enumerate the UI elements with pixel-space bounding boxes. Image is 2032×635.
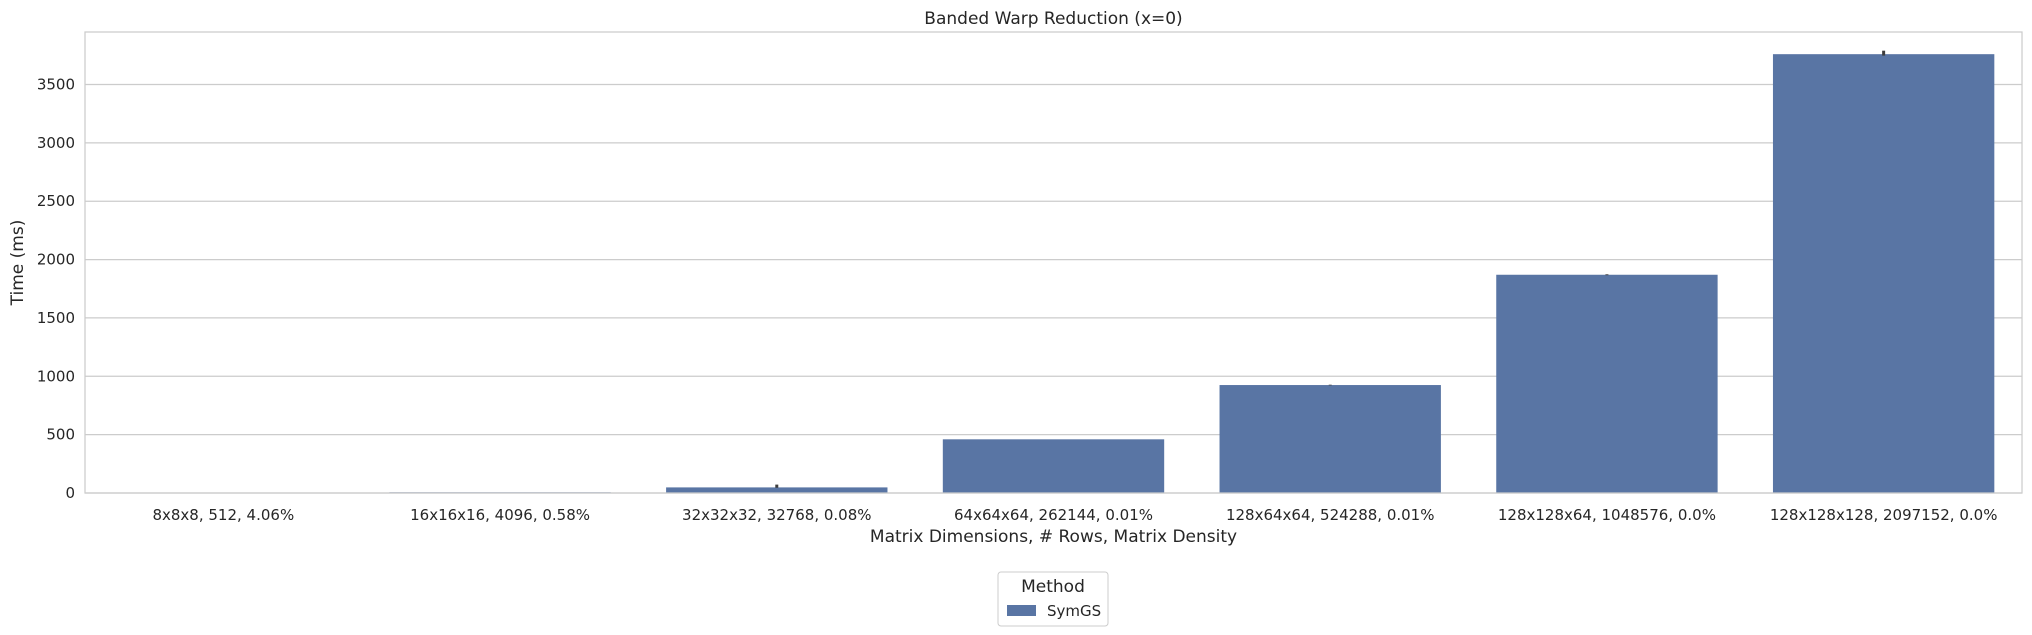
gridlines	[85, 83, 2022, 494]
error-bars	[775, 50, 1886, 488]
bar-5	[1496, 274, 1718, 493]
y-tick-label-3000: 3000	[37, 134, 75, 152]
bar-3	[942, 439, 1165, 493]
x-tick-labels: 8x8x8, 512, 4.06% 16x16x16, 4096, 0.58% 32…	[152, 506, 1997, 524]
legend: Method SymGS	[997, 571, 1109, 627]
y-tick-labels: 0 500 1000 1500 2000 2500 3000 3500	[37, 76, 75, 502]
y-axis-label: Time (ms)	[8, 220, 28, 307]
x-axis-label: Matrix Dimensions, # Rows, Matrix Densit…	[870, 527, 1237, 547]
x-tick-label-4: 128x64x64, 524288, 0.01%	[1226, 506, 1435, 524]
y-tick-label-1500: 1500	[37, 309, 75, 327]
y-tick-label-0: 0	[65, 484, 75, 502]
chart-title: Banded Warp Reduction (x=0)	[924, 9, 1182, 29]
plot-frame	[84, 31, 2023, 494]
y-tick-label-2500: 2500	[37, 192, 75, 210]
bar-4	[1219, 385, 1441, 493]
bar-6	[1772, 54, 1995, 493]
x-tick-label-0: 8x8x8, 512, 4.06%	[152, 506, 294, 524]
x-tick-label-2: 32x32x32, 32768, 0.08%	[682, 506, 871, 524]
y-tick-label-2000: 2000	[37, 251, 75, 269]
y-tick-label-1000: 1000	[37, 367, 75, 385]
x-tick-label-6: 128x128x128, 2097152, 0.0%	[1770, 506, 1998, 524]
bars	[112, 54, 1995, 493]
x-tick-label-3: 64x64x64, 262144, 0.01%	[954, 506, 1153, 524]
legend-label-symgs: SymGS	[1047, 602, 1101, 620]
x-tick-label-5: 128x128x64, 1048576, 0.0%	[1498, 506, 1716, 524]
legend-swatch-symgs	[1007, 605, 1036, 616]
y-tick-label-500: 500	[46, 426, 75, 444]
y-tick-label-3500: 3500	[37, 76, 75, 94]
bar-2	[666, 487, 888, 493]
legend-title: Method	[1021, 577, 1085, 597]
x-tick-label-1: 16x16x16, 4096, 0.58%	[410, 506, 590, 524]
